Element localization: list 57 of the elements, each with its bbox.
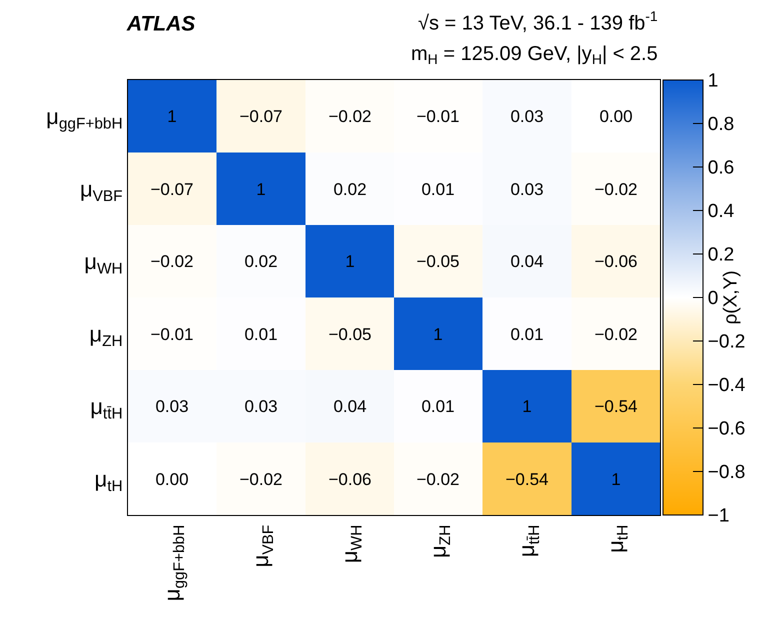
data-label: 0.01 bbox=[421, 396, 455, 416]
data-label: −0.02 bbox=[328, 106, 372, 126]
color-bar-title: ρ(X,Y) bbox=[720, 270, 742, 325]
y-tick-label: μ$_{WH}$ bbox=[84, 248, 123, 278]
data-label: 1 bbox=[167, 106, 177, 126]
data-label: −0.05 bbox=[328, 324, 372, 344]
data-label: 1 bbox=[256, 180, 266, 199]
data-label: −0.54 bbox=[594, 396, 638, 416]
data-label: 0.01 bbox=[421, 180, 455, 199]
y-tick-label: μ$_{ZH}$ bbox=[89, 321, 123, 350]
color-bar-label: −0.8 bbox=[708, 462, 746, 484]
color-bar-label: −1 bbox=[708, 506, 730, 527]
color-bar-label: 0.2 bbox=[708, 244, 734, 266]
y-tick-label: μ$_{tH}$ bbox=[94, 466, 123, 496]
data-label: 0.04 bbox=[510, 252, 544, 271]
data-label: 1 bbox=[522, 396, 532, 416]
data-label: 0.02 bbox=[333, 180, 367, 199]
data-label: 1 bbox=[433, 324, 443, 344]
data-label: 0.01 bbox=[244, 324, 278, 344]
y-tick-label: μ$_{VBF}$ bbox=[80, 176, 123, 206]
color-bar-label: −0.6 bbox=[708, 418, 746, 440]
data-label: 0.00 bbox=[599, 106, 633, 126]
data-label: −0.54 bbox=[505, 470, 549, 489]
color-bar-label: −0.4 bbox=[708, 375, 746, 396]
color-bar-label: −0.2 bbox=[708, 332, 746, 353]
data-label: −0.02 bbox=[150, 252, 194, 271]
data-label: −0.01 bbox=[150, 324, 194, 344]
data-label: −0.05 bbox=[416, 252, 460, 271]
chart-title: ATLAS bbox=[126, 12, 196, 36]
color-bar-label: 0.8 bbox=[708, 114, 734, 136]
data-label: −0.02 bbox=[416, 470, 460, 489]
data-label: −0.01 bbox=[416, 106, 460, 126]
data-label: −0.06 bbox=[594, 252, 638, 271]
data-label: −0.07 bbox=[150, 180, 194, 199]
data-label: 0.04 bbox=[333, 396, 367, 416]
data-label: 0.03 bbox=[155, 396, 189, 416]
y-tick-label: μ$_{ggF+bbH}$ bbox=[46, 104, 123, 133]
data-label: 0.03 bbox=[244, 396, 278, 416]
data-label: 1 bbox=[345, 252, 355, 271]
data-label: −0.02 bbox=[594, 324, 638, 344]
color-bar-label: 1 bbox=[708, 70, 718, 92]
data-label: −0.07 bbox=[239, 106, 283, 126]
color-bar-label: 0 bbox=[708, 288, 718, 310]
color-bar-label: 0.4 bbox=[708, 201, 735, 222]
data-label: 0.01 bbox=[510, 324, 544, 344]
text: √s = 13 TeV, 36.1 - 139 fb$^{-1}$ bbox=[418, 8, 658, 34]
data-label: −0.02 bbox=[239, 470, 283, 489]
data-label: −0.02 bbox=[594, 180, 638, 199]
data-label: 0.00 bbox=[155, 470, 189, 489]
text: m$_{H}$ = 125.09 GeV, |y$_{H}$| < 2.5 bbox=[411, 43, 658, 68]
data-label: 0.02 bbox=[244, 252, 278, 271]
data-label: 0.03 bbox=[510, 106, 544, 126]
data-label: 1 bbox=[611, 470, 621, 489]
data-label: −0.06 bbox=[328, 470, 372, 489]
color-bar-label: 0.6 bbox=[708, 158, 734, 179]
data-label: 0.03 bbox=[510, 180, 544, 199]
y-tick-label: μ$_{tt̄H}$ bbox=[90, 394, 123, 423]
